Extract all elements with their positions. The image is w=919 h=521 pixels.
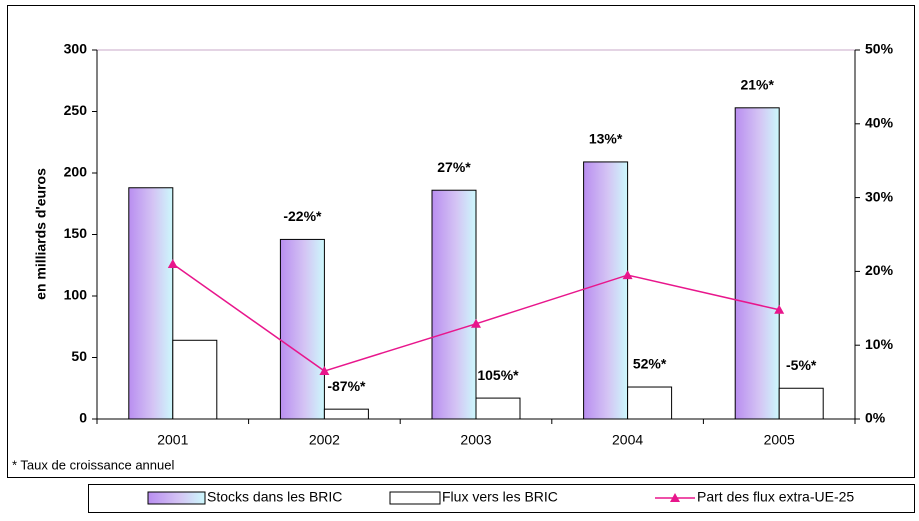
y2-tick-label: 10% bbox=[865, 336, 894, 352]
footnote: * Taux de croissance annuel bbox=[12, 457, 174, 472]
bar bbox=[128, 187, 174, 420]
bar bbox=[431, 189, 477, 420]
y-tick-label: 0 bbox=[79, 410, 87, 426]
bar bbox=[279, 238, 325, 420]
legend-label: Flux vers les BRIC bbox=[442, 489, 558, 505]
y2-tick-label: 30% bbox=[865, 188, 894, 204]
line-marker bbox=[167, 259, 178, 269]
y-tick-label: 50 bbox=[71, 348, 87, 364]
y-tick-label: 250 bbox=[64, 102, 88, 118]
growth-label: -22%* bbox=[283, 208, 322, 224]
legend-swatch bbox=[389, 491, 441, 505]
bar bbox=[583, 161, 629, 420]
growth-label: -5%* bbox=[786, 357, 817, 373]
line-marker bbox=[319, 366, 330, 376]
bar bbox=[323, 408, 369, 420]
y2-tick-label: 0% bbox=[865, 410, 886, 426]
y-tick-label: 150 bbox=[64, 225, 88, 241]
growth-label: 27%* bbox=[437, 159, 471, 175]
chart-frame bbox=[7, 5, 915, 478]
y-tick-label: 300 bbox=[64, 41, 88, 57]
y2-tick-label: 50% bbox=[865, 41, 894, 57]
x-tick-label: 2005 bbox=[764, 432, 795, 448]
x-tick-label: 2004 bbox=[612, 432, 643, 448]
x-tick-label: 2001 bbox=[157, 432, 188, 448]
bar bbox=[734, 107, 780, 420]
bar bbox=[475, 397, 521, 420]
growth-label: 21%* bbox=[740, 77, 774, 93]
growth-label: 52%* bbox=[633, 356, 667, 372]
y-tick-label: 200 bbox=[64, 164, 88, 180]
line-marker bbox=[774, 304, 785, 314]
bar bbox=[172, 339, 218, 420]
legend-swatch bbox=[147, 491, 206, 505]
legend-frame bbox=[88, 484, 915, 513]
bar bbox=[627, 386, 673, 420]
x-tick-label: 2003 bbox=[460, 432, 491, 448]
y2-tick-label: 20% bbox=[865, 262, 894, 278]
legend-label: Part des flux extra-UE-25 bbox=[697, 489, 854, 505]
y-tick-label: 100 bbox=[64, 287, 88, 303]
line-marker bbox=[622, 270, 633, 280]
legend-marker bbox=[670, 493, 680, 502]
line-marker bbox=[471, 318, 481, 328]
growth-label: -87%* bbox=[327, 378, 366, 394]
y-axis-label: en milliards d'euros bbox=[33, 168, 49, 300]
y2-tick-label: 40% bbox=[865, 115, 894, 131]
growth-label: 105%* bbox=[477, 367, 519, 383]
bar bbox=[778, 387, 824, 420]
x-tick-label: 2002 bbox=[309, 432, 340, 448]
growth-label: 13%* bbox=[589, 131, 623, 147]
legend-label: Stocks dans les BRIC bbox=[207, 489, 342, 505]
